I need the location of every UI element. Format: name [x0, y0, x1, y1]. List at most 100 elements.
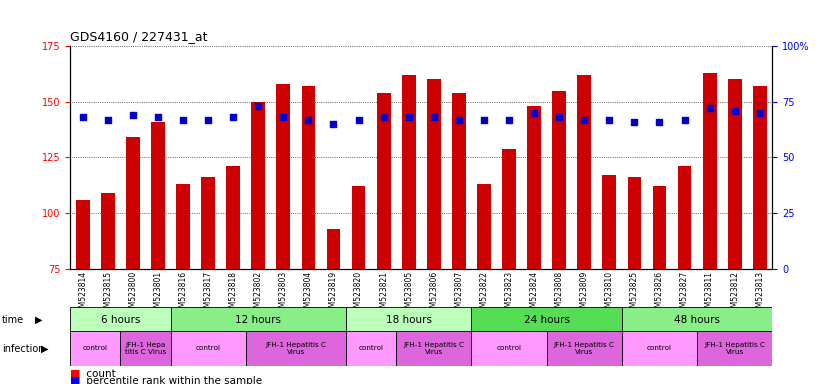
- Text: GSM523819: GSM523819: [329, 271, 338, 317]
- Point: [377, 114, 390, 121]
- Text: GSM523809: GSM523809: [580, 271, 589, 317]
- Text: ■: ■: [70, 376, 81, 384]
- Bar: [76, 200, 90, 269]
- Bar: [427, 79, 441, 269]
- Point: [678, 116, 691, 122]
- Text: GSM523800: GSM523800: [128, 271, 137, 317]
- Point: [252, 103, 265, 109]
- Text: ▶: ▶: [41, 344, 49, 354]
- Text: ■: ■: [70, 369, 81, 379]
- Point: [177, 116, 190, 122]
- Bar: [346, 331, 396, 366]
- Point: [577, 116, 591, 122]
- Text: GSM523803: GSM523803: [279, 271, 287, 317]
- Text: GSM523806: GSM523806: [430, 271, 439, 317]
- Bar: [70, 331, 121, 366]
- Point: [753, 110, 767, 116]
- Text: GSM523807: GSM523807: [454, 271, 463, 317]
- Bar: [126, 137, 140, 269]
- Bar: [202, 177, 215, 269]
- Bar: [246, 331, 346, 366]
- Bar: [401, 75, 415, 269]
- Point: [427, 114, 440, 121]
- Point: [102, 116, 115, 122]
- Text: GSM523821: GSM523821: [379, 271, 388, 317]
- Point: [703, 105, 716, 111]
- Text: 12 hours: 12 hours: [235, 314, 282, 325]
- Text: control: control: [358, 345, 383, 351]
- Text: GSM523814: GSM523814: [78, 271, 88, 317]
- Point: [76, 114, 89, 121]
- Text: GSM523824: GSM523824: [529, 271, 539, 317]
- Bar: [170, 307, 346, 332]
- Bar: [653, 186, 667, 269]
- Text: GSM523808: GSM523808: [555, 271, 563, 317]
- Text: 6 hours: 6 hours: [101, 314, 140, 325]
- Point: [528, 110, 541, 116]
- Point: [477, 116, 491, 122]
- Text: GSM523818: GSM523818: [229, 271, 238, 317]
- Bar: [703, 73, 716, 269]
- Point: [502, 116, 515, 122]
- Text: 48 hours: 48 hours: [674, 314, 720, 325]
- Text: GSM523802: GSM523802: [254, 271, 263, 317]
- Text: count: count: [83, 369, 116, 379]
- Text: 18 hours: 18 hours: [386, 314, 432, 325]
- Bar: [502, 149, 516, 269]
- Text: GSM523827: GSM523827: [680, 271, 689, 317]
- Point: [126, 112, 140, 118]
- Text: 24 hours: 24 hours: [524, 314, 570, 325]
- Bar: [472, 331, 547, 366]
- Bar: [553, 91, 566, 269]
- Bar: [396, 331, 472, 366]
- Bar: [176, 184, 190, 269]
- Text: ▶: ▶: [35, 315, 42, 325]
- Bar: [602, 175, 616, 269]
- Text: JFH-1 Hepatitis C
Virus: JFH-1 Hepatitis C Virus: [553, 342, 615, 355]
- Text: control: control: [196, 345, 221, 351]
- Point: [202, 116, 215, 122]
- Point: [628, 119, 641, 125]
- Bar: [346, 307, 472, 332]
- Text: GSM523810: GSM523810: [605, 271, 614, 317]
- Text: control: control: [647, 345, 672, 351]
- Bar: [151, 122, 165, 269]
- Bar: [170, 331, 246, 366]
- Bar: [728, 79, 742, 269]
- Bar: [577, 75, 591, 269]
- Text: JFH-1 Hepa
titis C Virus: JFH-1 Hepa titis C Virus: [125, 342, 166, 355]
- Bar: [622, 331, 697, 366]
- Text: GSM523816: GSM523816: [178, 271, 188, 317]
- Point: [327, 121, 340, 127]
- Point: [352, 116, 365, 122]
- Text: JFH-1 Hepatitis C
Virus: JFH-1 Hepatitis C Virus: [705, 342, 765, 355]
- Text: GSM523825: GSM523825: [630, 271, 638, 317]
- Point: [277, 114, 290, 121]
- Text: GSM523817: GSM523817: [204, 271, 212, 317]
- Text: GSM523804: GSM523804: [304, 271, 313, 317]
- Text: GSM523815: GSM523815: [103, 271, 112, 317]
- Text: JFH-1 Hepatitis C
Virus: JFH-1 Hepatitis C Virus: [265, 342, 326, 355]
- Point: [728, 108, 741, 114]
- Point: [151, 114, 164, 121]
- Text: GDS4160 / 227431_at: GDS4160 / 227431_at: [70, 30, 207, 43]
- Text: GSM523813: GSM523813: [755, 271, 764, 317]
- Text: JFH-1 Hepatitis C
Virus: JFH-1 Hepatitis C Virus: [403, 342, 464, 355]
- Bar: [677, 166, 691, 269]
- Bar: [121, 331, 170, 366]
- Point: [603, 116, 616, 122]
- Bar: [277, 84, 290, 269]
- Point: [402, 114, 415, 121]
- Point: [453, 116, 466, 122]
- Text: GSM523822: GSM523822: [479, 271, 488, 317]
- Bar: [752, 86, 767, 269]
- Bar: [622, 307, 772, 332]
- Text: GSM523812: GSM523812: [730, 271, 739, 317]
- Bar: [472, 307, 622, 332]
- Text: GSM523823: GSM523823: [505, 271, 514, 317]
- Text: time: time: [2, 315, 24, 325]
- Text: GSM523820: GSM523820: [354, 271, 363, 317]
- Text: GSM523826: GSM523826: [655, 271, 664, 317]
- Point: [301, 116, 315, 122]
- Text: GSM523811: GSM523811: [705, 271, 714, 317]
